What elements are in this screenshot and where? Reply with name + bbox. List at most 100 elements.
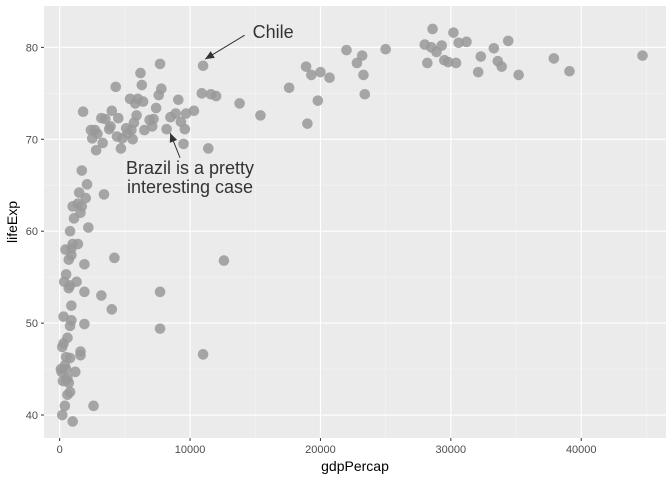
- data-point: [75, 349, 86, 361]
- x-axis: 0 10000 20000 30000 40000: [57, 438, 597, 456]
- data-point: [59, 400, 71, 412]
- data-point: [150, 102, 162, 114]
- data-point: [55, 363, 67, 375]
- data-point: [57, 375, 69, 387]
- data-point: [69, 366, 81, 378]
- data-point: [450, 57, 462, 69]
- data-point: [637, 50, 648, 61]
- data-point: [175, 116, 187, 128]
- data-point: [73, 187, 85, 198]
- data-point: [135, 67, 146, 79]
- data-point: [315, 66, 326, 78]
- data-point: [56, 409, 68, 421]
- data-point: [306, 69, 317, 81]
- data-point: [79, 286, 90, 298]
- data-point: [218, 255, 230, 266]
- data-point: [106, 304, 118, 315]
- data-point: [173, 94, 184, 106]
- data-point: [86, 133, 98, 144]
- data-point: [136, 79, 148, 91]
- data-point: [154, 286, 166, 298]
- x-axis-title: gdpPercap: [321, 458, 389, 474]
- data-point: [564, 65, 575, 77]
- annotation-label-line: interesting case: [127, 177, 253, 197]
- data-point: [139, 124, 150, 136]
- data-point: [197, 349, 209, 360]
- data-point: [153, 89, 165, 101]
- plot-panel: [44, 6, 666, 438]
- data-point: [60, 351, 72, 363]
- data-point: [380, 43, 391, 55]
- data-point: [359, 88, 371, 100]
- data-point: [461, 36, 472, 48]
- data-point: [427, 23, 438, 35]
- data-point: [58, 311, 69, 322]
- data-point: [144, 114, 155, 126]
- data-point: [419, 39, 431, 50]
- data-point: [88, 400, 99, 412]
- data-point: [165, 111, 176, 123]
- data-point: [113, 112, 124, 124]
- data-point: [79, 258, 90, 270]
- annotation-label-line: Brazil is a pretty: [126, 158, 254, 178]
- data-point: [453, 37, 464, 49]
- data-point: [77, 106, 89, 118]
- data-point: [56, 341, 68, 353]
- annotation-label: Brazil is a pretty interesting case: [126, 158, 254, 197]
- data-point: [205, 88, 217, 100]
- data-point: [358, 69, 369, 81]
- data-point: [67, 416, 78, 427]
- data-point: [324, 72, 335, 83]
- data-point: [96, 112, 107, 124]
- y-tick-label: 70: [26, 134, 38, 146]
- x-tick-label: 20000: [305, 444, 336, 456]
- data-point: [109, 252, 120, 264]
- data-point: [302, 118, 313, 129]
- data-point: [64, 320, 76, 332]
- data-point: [502, 35, 514, 47]
- data-point: [67, 201, 78, 212]
- data-point: [58, 276, 70, 288]
- annotation-arrow: [169, 132, 181, 159]
- grid-lines: [44, 6, 666, 438]
- annotation-arrow: [204, 34, 245, 60]
- data-point: [197, 60, 209, 72]
- data-point: [472, 66, 484, 78]
- data-point: [180, 108, 192, 119]
- data-point: [90, 145, 102, 156]
- data-point: [312, 95, 324, 106]
- data-point: [300, 61, 312, 72]
- data-point: [351, 57, 363, 69]
- annotations: Chile Brazil is a pretty interesting case: [126, 22, 294, 197]
- data-point: [110, 81, 122, 93]
- data-point: [76, 165, 88, 176]
- data-point: [60, 244, 71, 255]
- data-point: [64, 225, 76, 237]
- data-point: [106, 105, 118, 117]
- y-tick-label: 40: [26, 410, 38, 422]
- x-tick-label: 0: [57, 444, 63, 456]
- data-point: [120, 122, 132, 134]
- data-point: [448, 27, 459, 38]
- data-point: [422, 57, 433, 69]
- data-point: [439, 54, 450, 66]
- data-point: [161, 123, 172, 135]
- y-axis-title: lifeExp: [4, 201, 20, 243]
- data-point: [255, 110, 266, 121]
- x-tick-label: 30000: [436, 444, 467, 456]
- data-point: [488, 42, 500, 54]
- data-point: [154, 58, 166, 70]
- data-point: [475, 51, 487, 62]
- data-point: [66, 300, 77, 311]
- data-point: [98, 189, 110, 200]
- data-points: [55, 23, 648, 427]
- data-point: [68, 213, 80, 224]
- data-point: [548, 53, 560, 64]
- y-axis: 40 50 60 70 80: [26, 42, 44, 422]
- data-point: [81, 179, 93, 190]
- y-tick-label: 60: [26, 226, 38, 238]
- y-tick-label: 50: [26, 318, 38, 330]
- data-point: [203, 143, 214, 154]
- data-point: [513, 69, 524, 81]
